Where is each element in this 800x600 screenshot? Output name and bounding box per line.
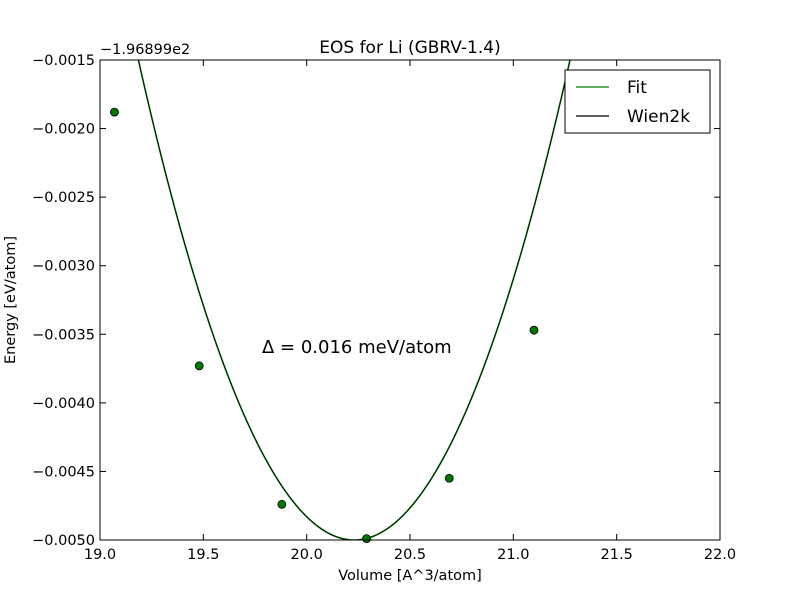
data-point [529, 325, 539, 335]
legend-box [564, 69, 711, 134]
y-tick-label: −0.0015 [32, 53, 95, 69]
legend-label-wien2k: Wien2k [627, 107, 690, 127]
legend-label-fit: Fit [627, 78, 647, 98]
x-tick-label: 20.5 [394, 547, 426, 563]
y-tick-label: −0.0050 [32, 533, 95, 549]
y-tick-label: −0.0035 [32, 327, 95, 343]
data-point [110, 107, 119, 117]
x-tick-label: 19.5 [187, 547, 219, 563]
y-tick-label: −0.0020 [32, 122, 95, 138]
data-point [277, 499, 287, 509]
delta-annotation: Δ = 0.016 meV/atom [262, 337, 452, 358]
data-point [362, 534, 372, 544]
y-tick-label: −0.0025 [32, 190, 95, 206]
plot-frame [99, 59, 721, 541]
legend: Fit Wien2k [564, 69, 711, 134]
y-tick-label: −0.0030 [32, 259, 95, 275]
y-axis-label: Energy [eV/atom] [3, 236, 19, 364]
y-tick-label: −0.0045 [32, 464, 95, 480]
x-tick-label: 20.0 [291, 547, 323, 563]
data-point [194, 361, 204, 371]
chart-title: EOS for Li (GBRV-1.4) [319, 38, 500, 58]
data-point [444, 473, 454, 483]
y-offset-label: −1.96899e2 [100, 42, 190, 58]
x-tick-label: 21.5 [601, 547, 633, 563]
x-tick-label: 19.0 [84, 547, 116, 563]
y-tick-label: −0.0040 [32, 396, 95, 412]
x-tick-label: 22.0 [704, 547, 736, 563]
x-axis-label: Volume [A^3/atom] [338, 568, 482, 584]
x-tick-label: 21.0 [497, 547, 529, 563]
